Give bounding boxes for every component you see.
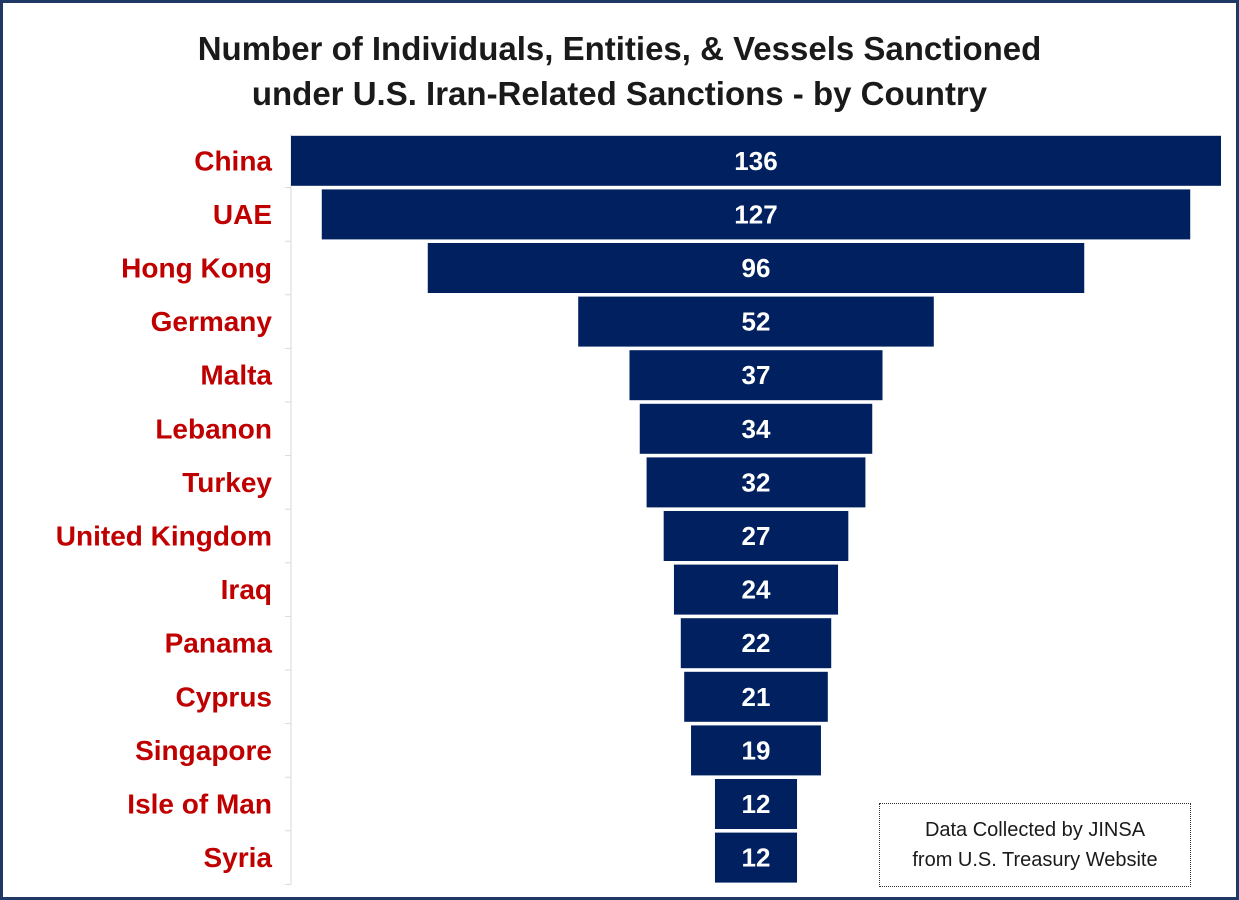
category-label-singapore: Singapore (135, 735, 272, 766)
category-label-panama: Panama (165, 628, 273, 659)
bar-singapore (691, 725, 821, 776)
bars (291, 135, 1221, 883)
value-label-china: 136 (734, 146, 777, 176)
category-labels: China UAE Hong Kong Germany Malta Lebanon Turk… (56, 145, 273, 873)
bar-syria (714, 832, 798, 883)
chart-title: Number of Individuals, Entities, & Vesse… (0, 26, 1239, 116)
value-labels: 136 127 96 52 37 34 32 27 24 22 21 19 12 12 (734, 146, 777, 873)
bar-panama (680, 618, 832, 669)
value-label-isle-of-man: 12 (742, 789, 771, 819)
axis-ticks (285, 187, 291, 885)
bar-isle-of-man (714, 779, 798, 829)
value-label-lebanon: 34 (742, 414, 771, 444)
value-label-turkey: 32 (742, 467, 771, 497)
source-note-line-1: Data Collected by JINSA (924, 819, 1146, 841)
value-label-hong-kong: 96 (742, 253, 771, 283)
category-label-iraq: Iraq (221, 574, 272, 605)
bar-united-kingdom (663, 511, 849, 561)
value-label-united-kingdom: 27 (742, 521, 771, 551)
category-label-germany: Germany (151, 306, 273, 337)
bar-germany (578, 296, 934, 347)
value-label-singapore: 19 (742, 735, 771, 765)
bar-iraq (673, 564, 839, 615)
category-label-hong-kong: Hong Kong (121, 253, 272, 284)
bar-cyprus (684, 671, 828, 722)
category-label-united-kingdom: United Kingdom (56, 521, 272, 552)
source-note-line-2: from U.S. Treasury Website (912, 849, 1158, 871)
source-note: Data Collected by JINSA from U.S. Treasu… (879, 803, 1191, 887)
category-label-cyprus: Cyprus (176, 681, 272, 712)
value-label-germany: 52 (742, 307, 771, 337)
value-label-panama: 22 (742, 628, 771, 658)
bar-turkey (646, 457, 866, 508)
category-label-lebanon: Lebanon (155, 413, 272, 444)
category-label-turkey: Turkey (182, 467, 272, 498)
chart-title-line-2: under U.S. Iran-Related Sanctions - by C… (251, 75, 988, 112)
category-label-syria: Syria (204, 842, 273, 873)
category-label-uae: UAE (213, 199, 272, 230)
chart-title-line-1: Number of Individuals, Entities, & Vesse… (197, 30, 1042, 67)
value-label-cyprus: 21 (742, 682, 771, 712)
value-label-iraq: 24 (742, 575, 771, 605)
value-label-malta: 37 (742, 360, 771, 390)
category-label-china: China (194, 145, 272, 176)
bar-china (291, 135, 1221, 186)
category-label-malta: Malta (200, 360, 272, 391)
bar-malta (629, 350, 883, 401)
bar-hong-kong (427, 243, 1085, 293)
bar-lebanon (639, 403, 873, 454)
category-label-isle-of-man: Isle of Man (127, 789, 272, 820)
value-label-uae: 127 (734, 199, 777, 229)
value-label-syria: 12 (742, 843, 771, 873)
bar-uae (321, 189, 1191, 240)
